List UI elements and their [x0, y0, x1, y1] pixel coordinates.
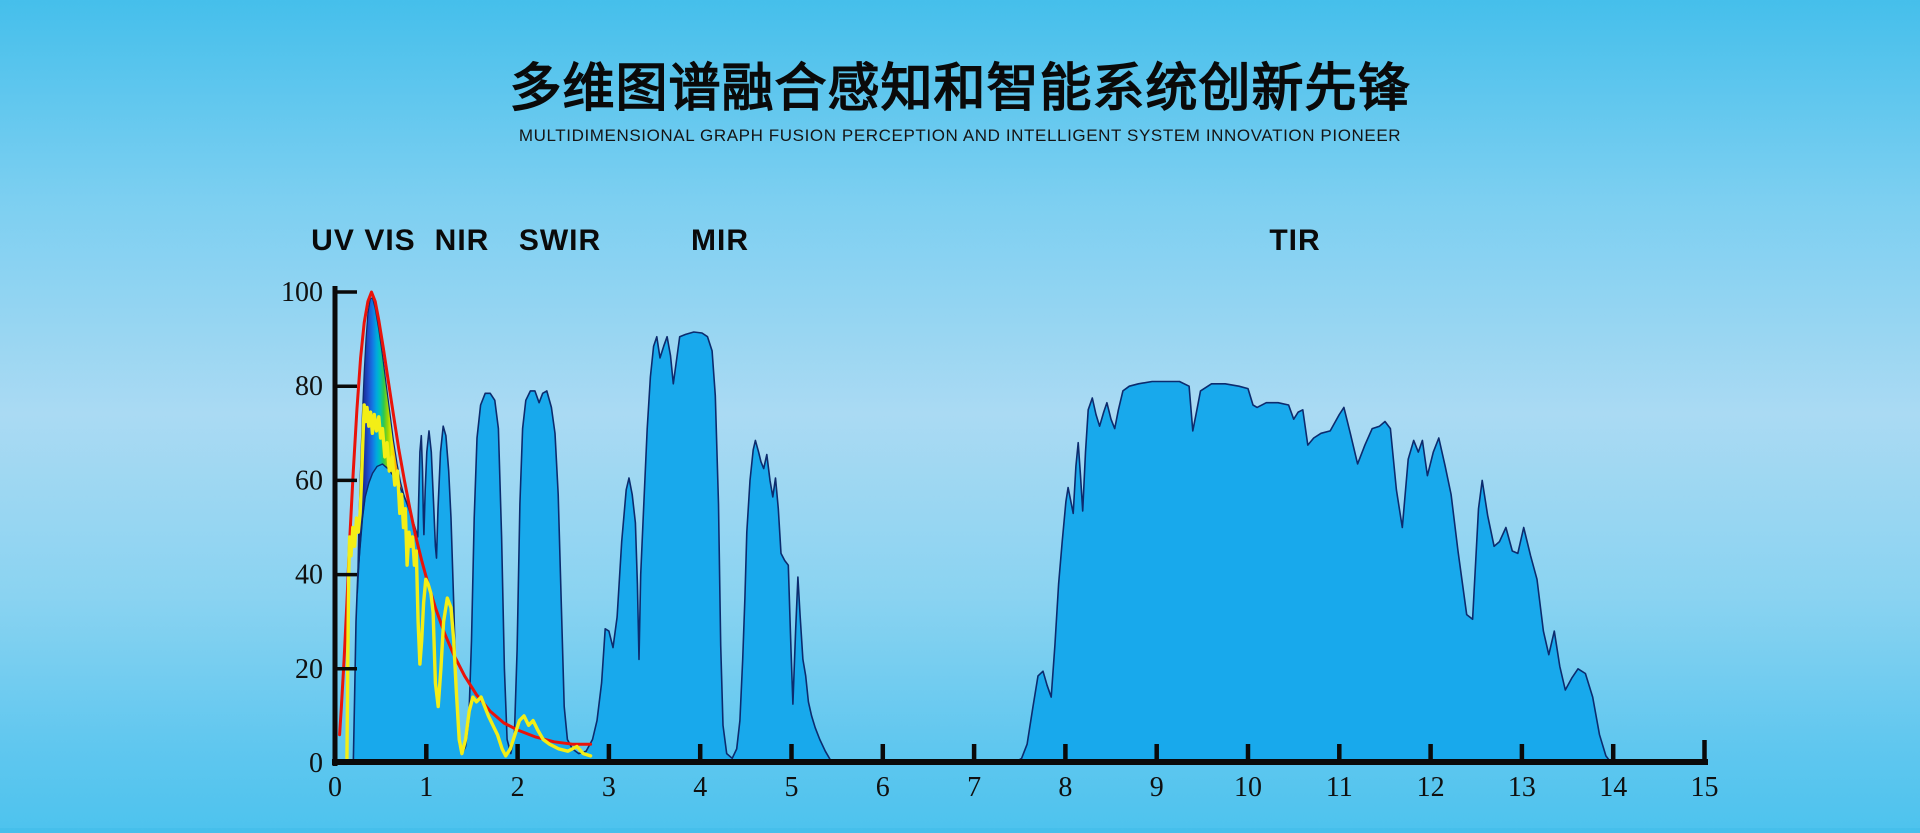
x-tick-label-10: 10 — [1234, 772, 1262, 803]
band-label-vis: VIS — [364, 224, 415, 257]
sea-level-solar-curve-line — [345, 403, 593, 765]
x-tick-label-14: 14 — [1599, 772, 1627, 803]
band-label-mir: MIR — [691, 224, 749, 257]
x-tick-label-7: 7 — [967, 772, 981, 803]
x-tick-label-4: 4 — [693, 772, 707, 803]
band-label-swir: SWIR — [519, 224, 601, 257]
transmission-windows-area — [352, 331, 1706, 764]
band-labels: UV VIS NIR SWIR MIR TIR — [311, 224, 1320, 257]
band-label-nir: NIR — [435, 224, 490, 257]
x-tick-label-0: 0 — [328, 772, 342, 803]
y-tick-label-60: 60 — [295, 465, 323, 496]
x-tick-label-2: 2 — [511, 772, 525, 803]
x-tick-label-8: 8 — [1058, 772, 1072, 803]
x-tick-label-5: 5 — [785, 772, 799, 803]
page-title: 多维图谱融合感知和智能系统创新先锋 — [509, 60, 1411, 118]
page-header: 多维图谱融合感知和智能系统创新先锋 MULTIDIMENSIONAL GRAPH… — [0, 60, 1920, 146]
band-label-uv: UV — [311, 224, 355, 257]
page-subtitle: MULTIDIMENSIONAL GRAPH FUSION PERCEPTION… — [518, 126, 1402, 145]
x-tick-label-11: 11 — [1326, 772, 1353, 803]
y-tick-label-0: 0 — [309, 748, 323, 779]
x-tick-label-6: 6 — [876, 772, 890, 803]
y-tick-label-20: 20 — [295, 654, 323, 685]
x-tick-label-9: 9 — [1150, 772, 1164, 803]
y-tick-label-80: 80 — [295, 371, 323, 402]
x-tick-label-1: 1 — [419, 772, 433, 803]
band-label-tir: TIR — [1269, 224, 1320, 257]
x-tick-label-15: 15 — [1691, 772, 1719, 803]
x-tick-label-3: 3 — [602, 772, 616, 803]
x-tick-label-13: 13 — [1508, 772, 1536, 803]
extraterrestrial-solar-curve-line — [338, 290, 593, 746]
x-tick-label-12: 12 — [1417, 772, 1445, 803]
y-tick-label-40: 40 — [295, 560, 323, 591]
y-tick-label-100: 100 — [281, 277, 323, 308]
